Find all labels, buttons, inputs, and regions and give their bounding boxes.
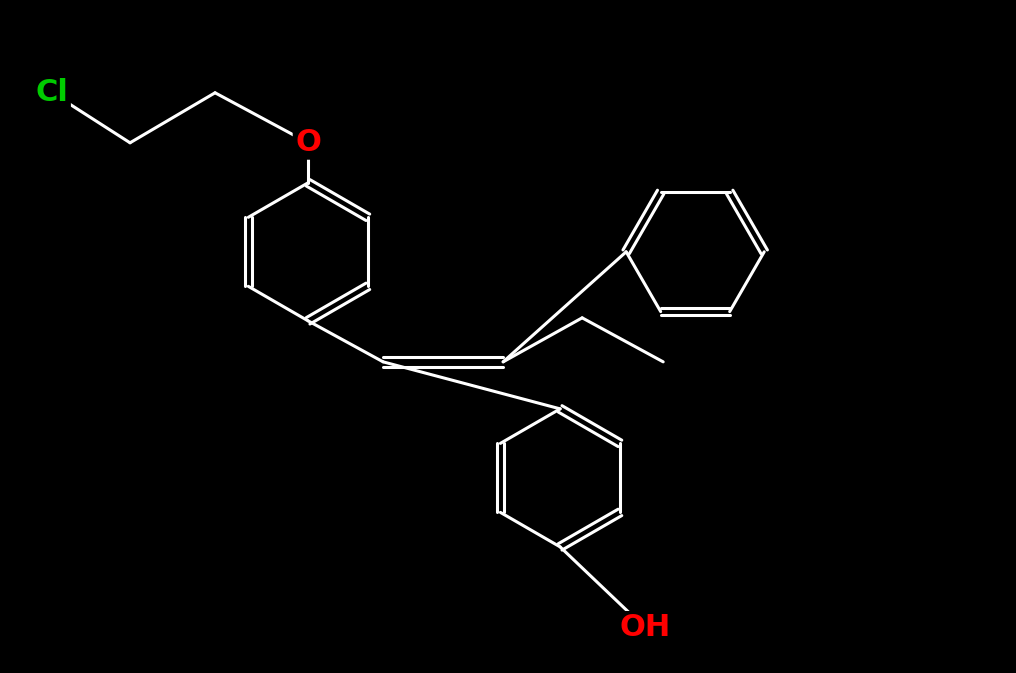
Text: O: O [295,129,321,157]
Text: OH: OH [620,613,671,643]
Text: Cl: Cl [36,78,68,107]
